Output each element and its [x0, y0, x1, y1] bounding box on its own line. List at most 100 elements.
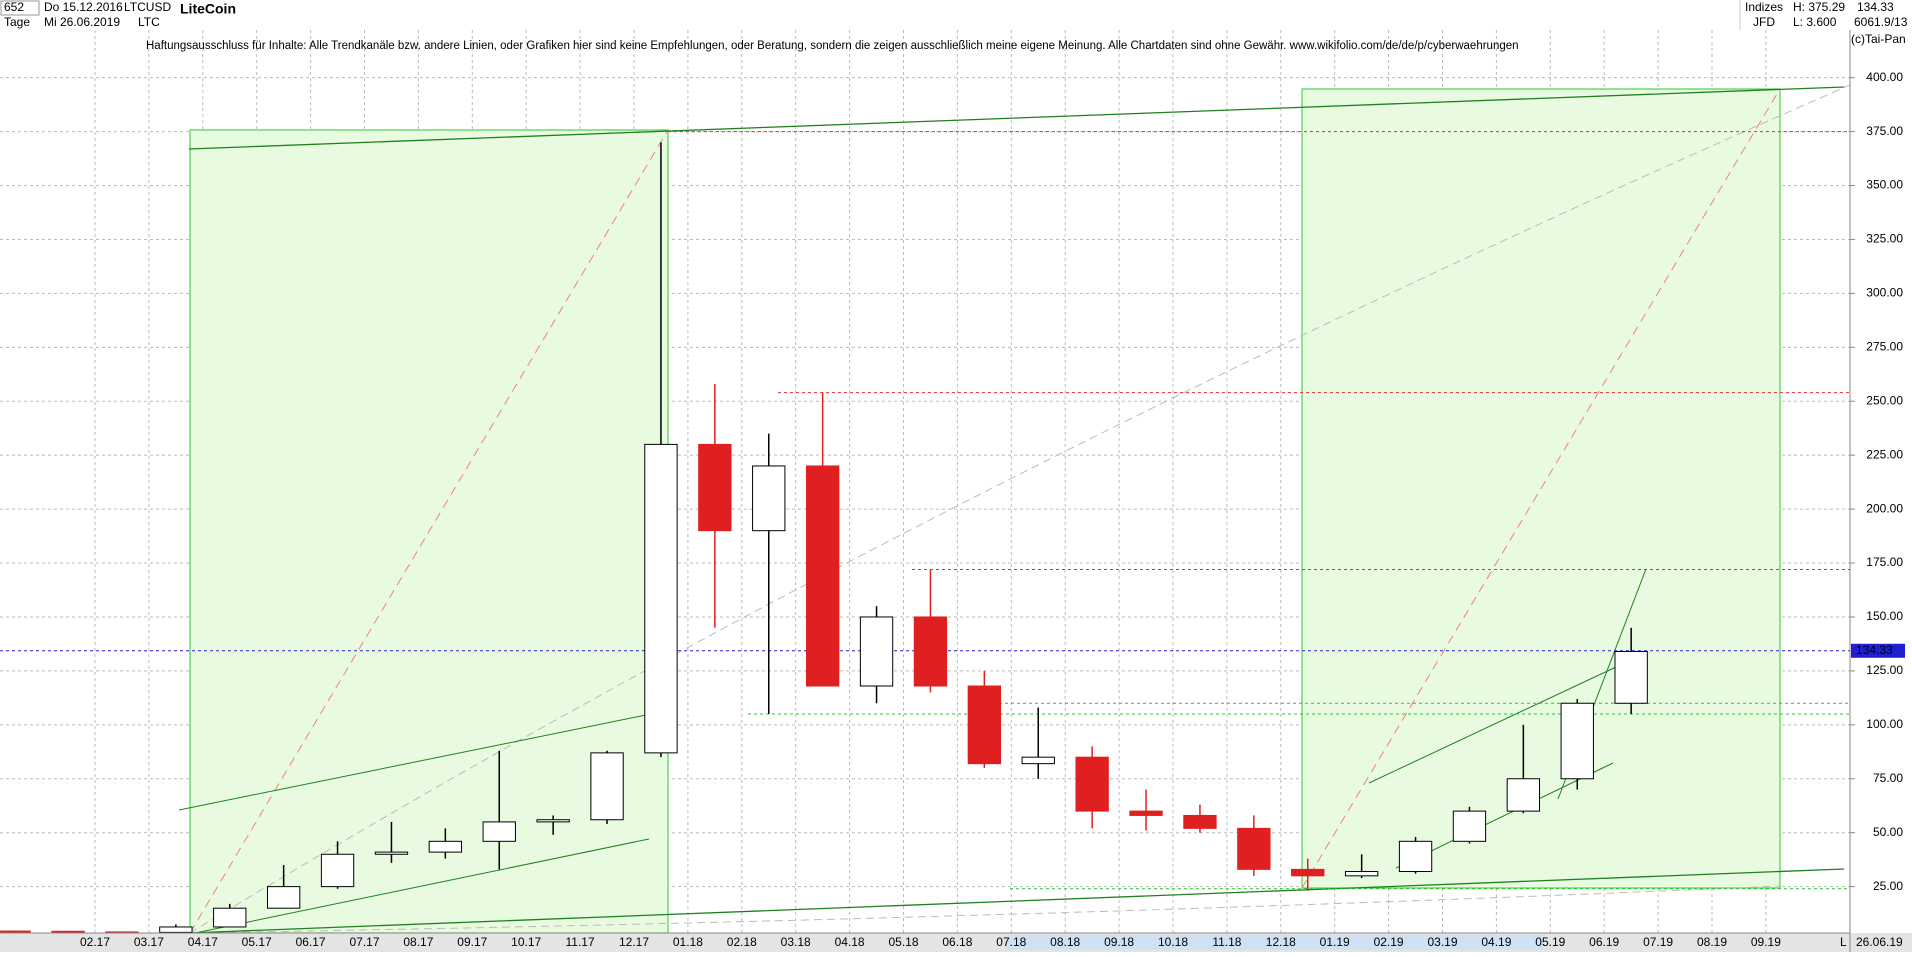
- x-tick-label: 05.17: [242, 935, 272, 949]
- y-tick-label: 325.00: [1866, 232, 1903, 246]
- y-tick-label: 200.00: [1866, 501, 1903, 515]
- x-tick-label: 04.17: [188, 935, 218, 949]
- header-box: [0, 0, 40, 16]
- x-tick-label: 12.18: [1266, 935, 1296, 949]
- candle-body: [1021, 756, 1055, 765]
- price-tag: [1851, 643, 1905, 658]
- x-tick-label: 01.19: [1320, 935, 1350, 949]
- x-tick-label: 10.18: [1158, 935, 1188, 949]
- candle-body: [0, 930, 31, 933]
- candle-body: [1506, 778, 1541, 812]
- candle-body: [482, 821, 516, 842]
- trendline: [194, 838, 650, 933]
- x-tick-label: 01.18: [673, 935, 703, 949]
- y-tick-label: 175.00: [1866, 555, 1903, 569]
- x-tick-label: 05.18: [888, 935, 918, 949]
- x-tick-label: 03.18: [781, 935, 811, 949]
- candle-body: [1183, 814, 1217, 829]
- y-tick-label: 150.00: [1866, 609, 1903, 623]
- candle-body: [752, 465, 786, 532]
- candle-body: [967, 685, 1002, 765]
- x-tick-label: 06.19: [1589, 935, 1619, 949]
- candle-body: [913, 616, 948, 687]
- trendline: [188, 86, 1845, 150]
- x-tick-label: 12.17: [619, 935, 649, 949]
- diagonal: [189, 129, 669, 933]
- x-tick-label: 11.18: [1212, 935, 1241, 949]
- x-tick-label: 10.17: [511, 935, 541, 949]
- x-tick-label: 11.17: [566, 935, 595, 949]
- x-tick-label: 06.18: [942, 935, 972, 949]
- candle-body: [590, 752, 624, 821]
- candle-body: [1237, 827, 1271, 870]
- candle-body: [159, 926, 193, 933]
- header-text: H: 375.29: [1793, 0, 1845, 14]
- header-text: L: 3.600: [1793, 15, 1837, 29]
- candle-body: [1614, 650, 1648, 704]
- x-tick-label: 03.19: [1427, 935, 1457, 949]
- candle-body: [51, 930, 85, 933]
- x-tick-label: 06.17: [296, 935, 326, 949]
- x-axis-range: [1005, 935, 1543, 950]
- candle-body: [805, 465, 840, 687]
- y-tick-label: 75.00: [1873, 771, 1903, 785]
- x-tick-label: 08.17: [403, 935, 433, 949]
- header: [0, 0, 1912, 30]
- y-tick-label: 275.00: [1866, 339, 1903, 353]
- candle-body: [859, 616, 894, 687]
- y-tick-label: 250.00: [1866, 393, 1903, 407]
- candle-body: [374, 851, 409, 855]
- header-text: Indizes: [1745, 0, 1783, 14]
- y-tick-label: 225.00: [1866, 447, 1903, 461]
- x-tick-label: 04.18: [835, 935, 865, 949]
- arc: [189, 885, 1781, 933]
- diagonal: [1301, 88, 1781, 889]
- x-tick-label: 07.17: [349, 935, 379, 949]
- x-tick-label: 03.17: [134, 935, 164, 949]
- x-tick-label: 09.18: [1104, 935, 1134, 949]
- candle-body: [1560, 702, 1594, 780]
- candle-body: [698, 443, 732, 532]
- y-tick-label: 125.00: [1866, 663, 1903, 677]
- candle-body: [213, 907, 247, 928]
- candle-body: [428, 840, 463, 853]
- candle-body: [536, 819, 570, 823]
- candle-body: [1075, 756, 1109, 812]
- x-tick-label: 02.18: [727, 935, 757, 949]
- header-text: LTC: [138, 15, 160, 29]
- header-text: LTCUSD: [124, 0, 171, 14]
- x-tick-label: 08.18: [1050, 935, 1080, 949]
- candle-body: [1452, 810, 1487, 842]
- axis-mode: L: [1840, 935, 1847, 949]
- candle-body: [1291, 868, 1325, 877]
- y-tick-label: 400.00: [1866, 70, 1903, 84]
- x-tick-label: 02.19: [1374, 935, 1404, 949]
- header-text: Tage: [4, 15, 30, 29]
- header-text: 652: [4, 0, 24, 14]
- x-tick-label: 09.17: [457, 935, 487, 949]
- x-tick-label: 09.19: [1751, 935, 1781, 949]
- header-text: JFD: [1753, 15, 1775, 29]
- x-tick-label: 07.19: [1643, 935, 1673, 949]
- drawings: [178, 84, 1850, 933]
- candle-body: [1344, 871, 1379, 877]
- candle-body: [266, 886, 301, 909]
- y-tick-label: 300.00: [1866, 286, 1903, 300]
- axis-end: 26.06.19: [1856, 935, 1903, 949]
- y-tick-label: 25.00: [1873, 879, 1903, 893]
- x-tick-label: 08.19: [1697, 935, 1727, 949]
- labels: 25.00 50.00 75.00 100.00 125.00 150.00 175.00 2…: [80, 70, 1905, 949]
- x-tick-label: 02.17: [80, 935, 110, 949]
- header-text: (c)Tai-Pan: [1851, 32, 1906, 46]
- price-tag-label: 134.33: [1856, 643, 1893, 657]
- y-tick-label: 100.00: [1866, 717, 1903, 731]
- chart-subtitle: Haftungsausschluss für Inhalte: Alle Tre…: [146, 40, 1519, 52]
- header-text: 6061.9/13: [1854, 15, 1908, 29]
- chart-title: LiteCoin: [180, 1, 236, 17]
- header-text: Do 15.12.2016: [44, 0, 123, 14]
- candle-body: [644, 443, 678, 754]
- trendline: [188, 868, 1845, 933]
- header-text: 134.33: [1857, 0, 1894, 14]
- y-tick-label: 50.00: [1873, 825, 1903, 839]
